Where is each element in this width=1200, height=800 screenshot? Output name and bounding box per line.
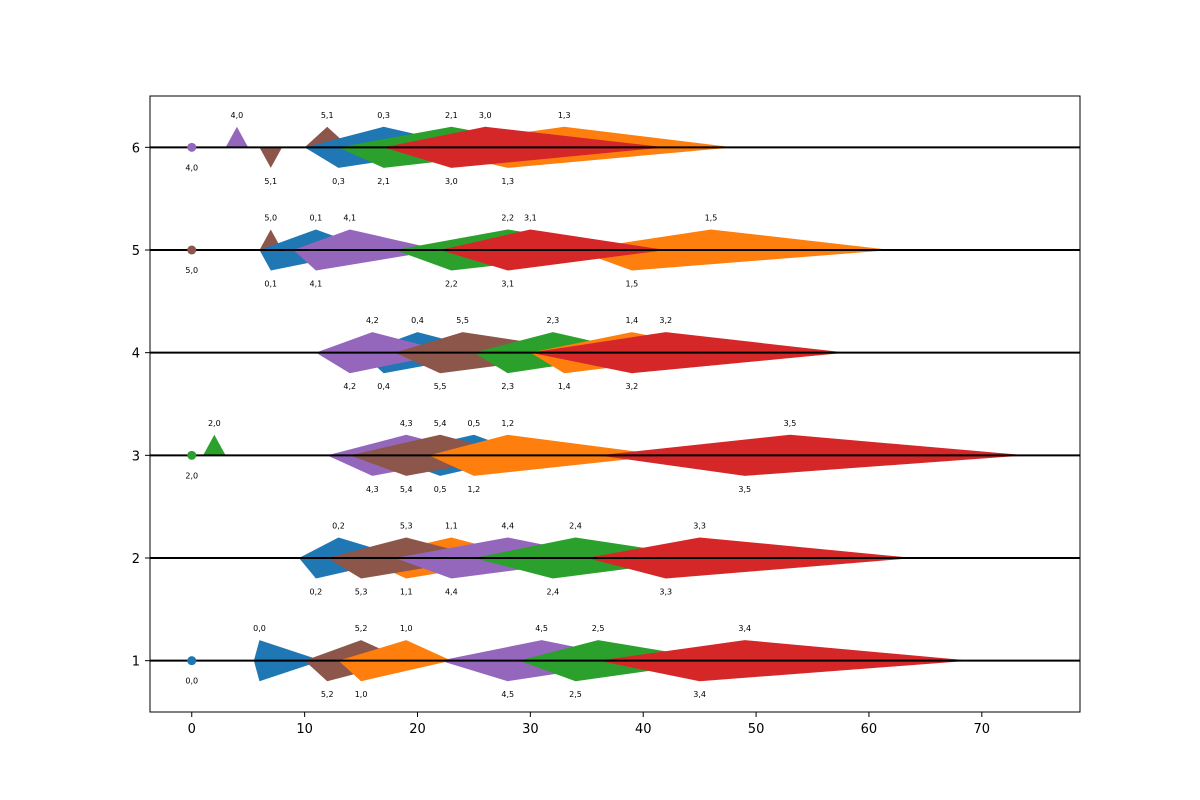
point-label-0: 0,0 [185, 677, 198, 686]
top-label-1: 5,2 [355, 624, 368, 633]
bottom-label-23: 3,2 [626, 382, 639, 391]
bottom-label-33: 0,3 [332, 177, 345, 186]
top-label-17: 3,5 [784, 419, 797, 428]
bottom-label-10: 2,4 [547, 588, 560, 597]
plot-area: 0,0 2,0 5,0 4,0 0,0 5,2 5,2 1,0 1,0 4,5 4,5 2,5 2,5 3… [150, 111, 1080, 699]
top-label-3: 4,5 [535, 624, 548, 633]
top-label-9: 4,4 [501, 521, 514, 530]
bottom-label-21: 2,3 [501, 382, 514, 391]
diamond-mark-30 [225, 126, 249, 148]
bottom-label-22: 1,4 [558, 382, 571, 391]
bottom-label-17: 3,5 [738, 485, 751, 494]
start-point-3 [187, 142, 197, 152]
top-label-26: 4,1 [343, 213, 356, 222]
x-tick-label-0: 0 [188, 722, 196, 737]
bottom-label-27: 2,2 [445, 280, 458, 289]
bottom-label-35: 1,3 [501, 177, 514, 186]
bottom-label-15: 5,4 [400, 485, 413, 494]
top-label-34: 2,1 [445, 111, 458, 120]
x-tick-label-60: 60 [861, 722, 878, 737]
start-point-0 [187, 656, 197, 666]
x-tick-label-50: 50 [748, 722, 765, 737]
bottom-label-13: 0,5 [434, 485, 447, 494]
top-label-19: 4,2 [366, 316, 379, 325]
bottom-label-19: 4,2 [343, 382, 356, 391]
x-tick-label-20: 20 [409, 722, 426, 737]
top-label-32: 5,1 [321, 111, 334, 120]
bottom-label-16: 1,2 [468, 485, 481, 494]
plot-frame [149, 95, 1081, 713]
x-tick-label-30: 30 [522, 722, 539, 737]
bottom-label-25: 0,1 [264, 280, 277, 289]
bottom-label-26: 4,1 [310, 280, 323, 289]
top-label-2: 1,0 [400, 624, 413, 633]
bottom-label-18: 0,4 [377, 382, 390, 391]
diamond-mark-31 [259, 147, 283, 168]
y-tick-label-6: 6 [132, 141, 140, 156]
top-label-7: 1,1 [445, 521, 458, 530]
top-label-13: 0,5 [468, 419, 481, 428]
top-label-8: 5,3 [400, 521, 413, 530]
y-tick-label-4: 4 [132, 347, 140, 362]
top-label-27: 2,2 [501, 213, 514, 222]
bottom-label-8: 5,3 [355, 588, 368, 597]
y-tick-label-2: 2 [132, 552, 140, 567]
point-label-1: 2,0 [185, 471, 198, 480]
y-tick-label-1: 1 [132, 655, 140, 670]
top-label-21: 2,3 [547, 316, 560, 325]
bottom-label-11: 3,3 [659, 588, 672, 597]
bottom-label-7: 1,1 [400, 588, 413, 597]
shape-group [150, 126, 1080, 682]
bottom-label-29: 3,1 [501, 280, 514, 289]
start-point-1 [187, 450, 197, 460]
bottom-label-3: 4,5 [501, 690, 514, 699]
start-point-2 [187, 245, 197, 255]
top-label-28: 1,5 [705, 213, 718, 222]
bottom-label-2: 1,0 [355, 690, 368, 699]
top-label-10: 2,4 [569, 521, 582, 530]
top-label-24: 5,0 [264, 213, 277, 222]
top-label-29: 3,1 [524, 213, 537, 222]
bottom-label-28: 1,5 [626, 280, 639, 289]
x-tick-label-10: 10 [296, 722, 313, 737]
top-label-20: 5,5 [456, 316, 469, 325]
top-label-22: 1,4 [626, 316, 639, 325]
top-label-33: 0,3 [377, 111, 390, 120]
top-label-14: 4,3 [400, 419, 413, 428]
bottom-label-4: 2,5 [569, 690, 582, 699]
top-label-0: 0,0 [253, 624, 266, 633]
top-label-23: 3,2 [659, 316, 672, 325]
point-label-2: 5,0 [185, 266, 198, 275]
point-label-3: 4,0 [185, 163, 198, 172]
diamond-mark-12 [203, 434, 226, 456]
top-label-11: 3,3 [693, 521, 706, 530]
top-label-5: 3,4 [738, 624, 751, 633]
x-tick-label-40: 40 [635, 722, 652, 737]
bottom-label-31: 5,1 [264, 177, 277, 186]
bottom-label-34: 2,1 [377, 177, 390, 186]
top-label-36: 3,0 [479, 111, 492, 120]
top-label-30: 4,0 [231, 111, 244, 120]
top-label-18: 0,4 [411, 316, 424, 325]
y-tick-label-5: 5 [132, 244, 140, 259]
bottom-label-6: 0,2 [310, 588, 323, 597]
bottom-label-36: 3,0 [445, 177, 458, 186]
bottom-label-14: 4,3 [366, 485, 379, 494]
top-label-4: 2,5 [592, 624, 605, 633]
y-tick-label-3: 3 [132, 449, 140, 464]
top-label-12: 2,0 [208, 419, 221, 428]
top-label-6: 0,2 [332, 521, 345, 530]
bottom-label-20: 5,5 [434, 382, 447, 391]
axes: 0 10 20 30 40 50 60 70 1 2 3 4 5 6 [132, 95, 1081, 737]
bottom-label-1: 5,2 [321, 690, 334, 699]
top-label-35: 1,3 [558, 111, 571, 120]
top-label-15: 5,4 [434, 419, 447, 428]
bottom-label-9: 4,4 [445, 588, 458, 597]
top-label-16: 1,2 [501, 419, 514, 428]
top-label-25: 0,1 [310, 213, 323, 222]
x-tick-label-70: 70 [974, 722, 991, 737]
bottom-label-5: 3,4 [693, 690, 706, 699]
